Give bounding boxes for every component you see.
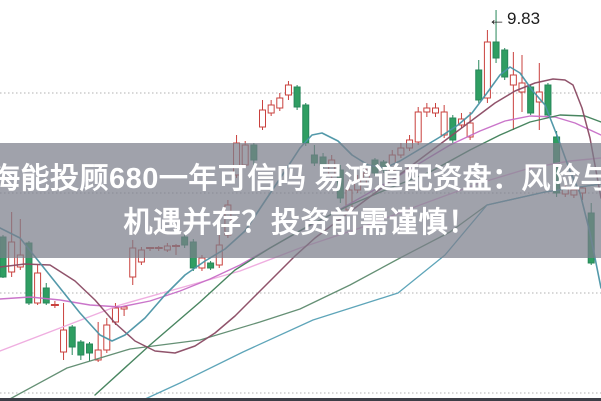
price-annotation-value: 9.83	[507, 9, 541, 28]
headline-line-2: 机遇并存？投资前需谨慎！	[123, 206, 478, 239]
headline-line-1: 海能投顾680一年可信吗 易鸿道配资盘：风险与	[0, 162, 601, 195]
headline-overlay-band: 海能投顾680一年可信吗 易鸿道配资盘：风险与 机遇并存？投资前需谨慎！	[0, 143, 601, 258]
price-annotation: ← 9.83	[488, 9, 540, 29]
arrow-left-icon: ←	[488, 8, 506, 29]
x-axis-line	[0, 398, 601, 401]
